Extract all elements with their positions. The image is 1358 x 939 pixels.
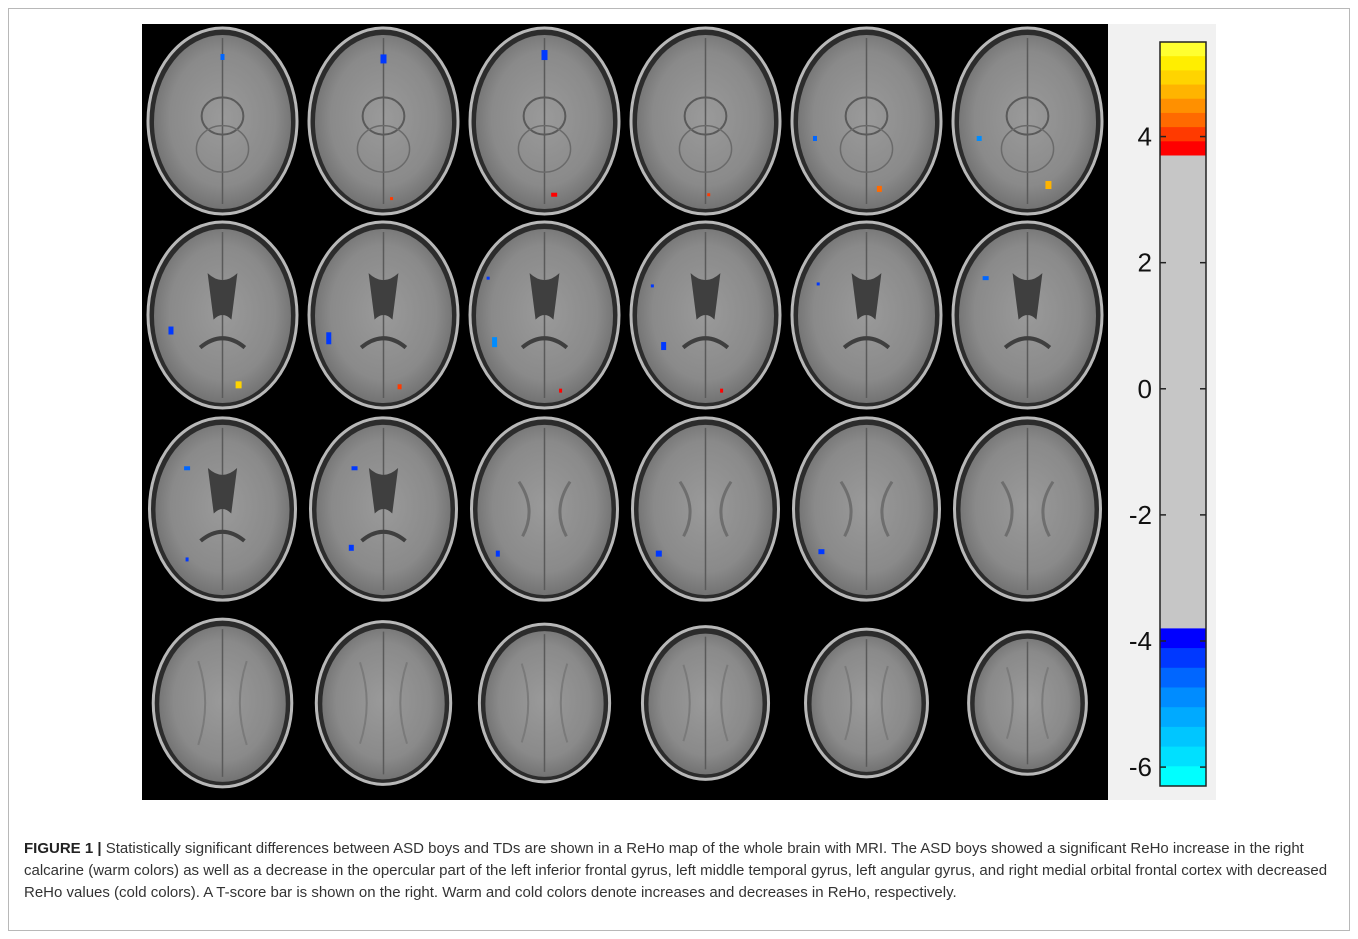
brain-slice — [308, 416, 459, 602]
colorbar-cold-segment — [1160, 648, 1206, 669]
rehо-cluster — [720, 388, 724, 393]
colorbar-warm-segment — [1160, 56, 1206, 71]
brain-slice — [790, 26, 943, 216]
colorbar-tick-label: 2 — [1138, 248, 1152, 278]
rehо-slice-montage — [142, 24, 1108, 800]
rehо-cluster — [816, 282, 820, 286]
rehо-cluster — [976, 135, 982, 141]
colorbar-border — [1159, 41, 1207, 787]
rehо-cluster — [168, 326, 174, 335]
brain-slice — [307, 26, 460, 216]
colorbar-cold-segment — [1160, 707, 1206, 728]
rehо-cluster — [650, 284, 654, 288]
figure-caption: FIGURE 1 | Statistically significant dif… — [24, 838, 1334, 904]
brain-slice — [629, 26, 782, 216]
brain-slice — [151, 617, 294, 789]
figure-label: FIGURE 1 | — [24, 840, 102, 857]
brain-slice — [468, 26, 621, 216]
rehо-cluster — [559, 388, 563, 393]
rehо-cluster — [551, 192, 558, 197]
figure-caption-text: Statistically significant differences be… — [24, 840, 1328, 901]
colorbar-tick-label: -2 — [1129, 500, 1152, 530]
brain-slice — [477, 622, 612, 784]
rehо-cluster — [185, 557, 189, 562]
brain-slice — [791, 416, 942, 602]
colorbar-cold-segment — [1160, 766, 1206, 787]
rehо-cluster — [495, 550, 500, 557]
rehо-cluster — [1045, 181, 1052, 190]
rehо-cluster — [220, 53, 225, 60]
brain-slice — [951, 220, 1104, 410]
rehо-cluster — [818, 549, 825, 555]
rehо-cluster — [876, 185, 882, 192]
colorbar-warm-segment — [1160, 42, 1206, 57]
colorbar-warm-segment — [1160, 141, 1206, 156]
rehо-cluster — [351, 466, 358, 471]
rehо-cluster — [380, 54, 387, 64]
rehо-cluster — [661, 342, 667, 351]
brain-slice — [804, 627, 929, 779]
brain-slice — [790, 220, 943, 410]
brain-slice — [314, 620, 453, 786]
brain-slice — [640, 625, 771, 781]
rehо-cluster — [655, 550, 662, 557]
brain-slice — [967, 630, 1088, 776]
colorbar-warm-segment — [1160, 84, 1206, 100]
rehо-cluster — [492, 337, 498, 348]
colorbar-cold-segment — [1160, 726, 1206, 748]
brain-slice — [952, 416, 1103, 602]
rehо-cluster — [982, 276, 989, 281]
colorbar-cold-segment — [1160, 746, 1206, 767]
brain-slice — [146, 220, 299, 410]
brain-slice — [146, 26, 299, 216]
colorbar-tick-label: -6 — [1129, 752, 1152, 782]
brain-slice — [468, 220, 621, 410]
brain-slice — [147, 416, 298, 602]
rehо-cluster — [486, 276, 490, 280]
colorbar-warm-segment — [1160, 112, 1206, 128]
colorbar-tick-label: -4 — [1129, 626, 1152, 656]
rehо-cluster — [541, 50, 548, 61]
rehо-cluster — [812, 135, 817, 141]
rehо-cluster — [326, 332, 332, 345]
rehо-cluster — [397, 384, 402, 390]
rehо-cluster — [235, 381, 242, 389]
colorbar-cold-segment — [1160, 687, 1206, 708]
brain-slice — [630, 416, 781, 602]
brain-slices-svg — [146, 26, 1104, 789]
t-score-colorbar: 4 2 0 -2 -4 -6 — [1129, 41, 1207, 787]
brain-slice — [307, 220, 460, 410]
colorbar-neutral-segment — [1160, 155, 1206, 629]
t-score-colorbar-panel: 4 2 0 -2 -4 -6 — [1108, 24, 1216, 800]
brain-slice — [469, 416, 620, 602]
colorbar-cold-segment — [1160, 628, 1206, 649]
colorbar-warm-segment — [1160, 98, 1206, 114]
rehо-cluster — [184, 466, 191, 471]
colorbar-tick-label: 0 — [1138, 374, 1152, 404]
brain-slice — [951, 26, 1104, 216]
rehо-cluster — [390, 197, 394, 201]
colorbar-warm-segment — [1160, 70, 1206, 86]
rehо-cluster — [707, 193, 711, 197]
colorbar-tick-label: 4 — [1138, 122, 1152, 152]
colorbar-warm-segment — [1160, 127, 1206, 142]
colorbar-cold-segment — [1160, 667, 1206, 688]
rehо-cluster — [348, 544, 354, 551]
brain-slice — [629, 220, 782, 410]
